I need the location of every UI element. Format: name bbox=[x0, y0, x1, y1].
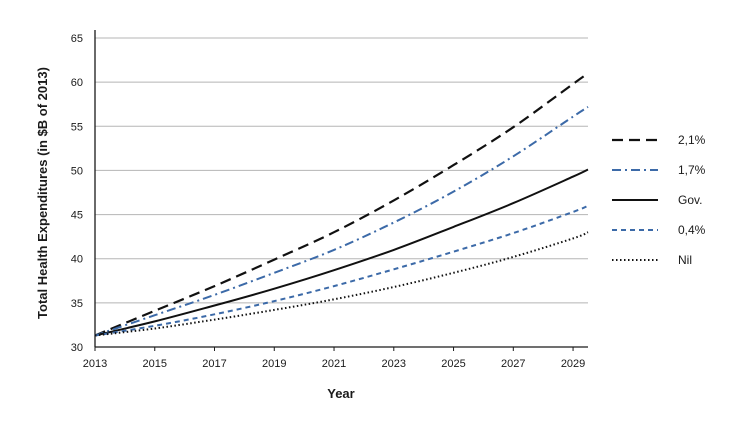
y-tick-label: 65 bbox=[71, 33, 83, 45]
y-tick-label: 60 bbox=[71, 77, 83, 89]
x-tick-label: 2027 bbox=[501, 358, 525, 370]
x-tick-label: 2023 bbox=[382, 358, 406, 370]
grid-lines bbox=[95, 37, 588, 304]
series-line-1 bbox=[94, 106, 589, 337]
legend-label: 1,7% bbox=[678, 163, 706, 177]
x-tick-label: 2017 bbox=[202, 358, 226, 370]
y-tick-label: 30 bbox=[71, 342, 83, 354]
series-line-2 bbox=[94, 168, 589, 337]
series-line-0 bbox=[94, 72, 589, 337]
y-tick-label: 45 bbox=[71, 210, 83, 222]
y-tick-label: 35 bbox=[71, 298, 83, 310]
y-tick-labels: 30 35 40 45 50 55 60 65 bbox=[71, 33, 83, 354]
x-tick-label: 2021 bbox=[322, 358, 346, 370]
y-tick-label: 40 bbox=[71, 254, 83, 266]
legend-label: 2,1% bbox=[678, 133, 706, 147]
legend-label: 0,4% bbox=[678, 223, 706, 237]
series-line-3 bbox=[94, 204, 589, 337]
y-tick-label: 50 bbox=[71, 165, 83, 177]
x-tick-label: 2015 bbox=[143, 358, 167, 370]
x-tick-label: 2025 bbox=[441, 358, 465, 370]
legend: 2,1% 1,7% Gov. 0,4% Nil bbox=[612, 133, 706, 267]
legend-label: Nil bbox=[678, 253, 692, 267]
series-lines bbox=[94, 72, 589, 337]
x-tick-label: 2013 bbox=[83, 358, 107, 370]
series-line-4 bbox=[94, 231, 589, 337]
x-axis-title: Year bbox=[327, 386, 354, 401]
x-tick-label: 2029 bbox=[561, 358, 585, 370]
x-tick-labels: 2013 2015 2017 2019 2021 2023 2025 2027 2029 bbox=[83, 347, 585, 370]
x-tick-label: 2019 bbox=[262, 358, 286, 370]
y-axis-title: Total Health Expenditures (in $B of 2013… bbox=[35, 67, 50, 319]
y-tick-label: 55 bbox=[71, 121, 83, 133]
legend-label: Gov. bbox=[678, 193, 702, 207]
